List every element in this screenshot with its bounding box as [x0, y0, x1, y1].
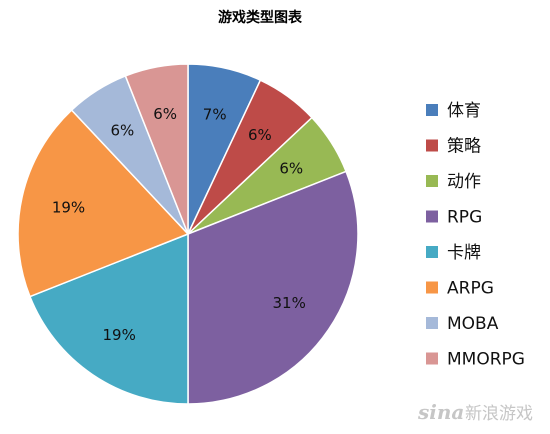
pie-slice-4	[187, 170, 359, 405]
pie-slice-8	[124, 63, 189, 235]
legend-swatch-7	[426, 317, 438, 329]
slice-label-2: 6%	[248, 126, 272, 144]
sina-logo-text: sina	[417, 400, 464, 424]
slice-label-1: 7%	[203, 106, 227, 124]
slice-label-4: 31%	[273, 294, 306, 312]
legend-label-2: 策略	[447, 137, 481, 157]
legend-swatch-2	[426, 139, 438, 152]
legend-swatch-6	[426, 281, 438, 294]
slice-label-7: 6%	[111, 122, 135, 140]
chart-title: 游戏类型图表	[218, 9, 303, 26]
pie-slice-5	[28, 232, 189, 405]
legend-swatch-3	[426, 175, 438, 187]
legend-label-1: 体育	[447, 101, 481, 121]
legend-label-4: RPG	[447, 208, 482, 228]
slice-label-3: 6%	[279, 159, 303, 177]
slice-label-5: 19%	[103, 326, 136, 344]
legend-swatch-5	[426, 246, 438, 258]
pie-slice-6	[17, 109, 190, 298]
legend-swatch-8	[426, 352, 438, 365]
legend-label-6: ARPG	[447, 279, 494, 299]
pie-slice-labels: 7% 6% 6% 31% 19% 19% 6% 6%	[52, 105, 306, 344]
slice-label-8: 6%	[153, 105, 177, 123]
legend-label-3: 动作	[447, 172, 481, 192]
watermark: sina 新浪游戏	[417, 400, 533, 424]
slice-label-6: 19%	[52, 198, 85, 216]
watermark-text: 新浪游戏	[465, 404, 533, 424]
legend-label-8: MMORPG	[447, 350, 525, 370]
pie-slices	[17, 63, 359, 405]
legend-swatch-4	[426, 210, 438, 223]
legend-label-7: MOBA	[447, 314, 499, 334]
legend-label-5: 卡牌	[447, 243, 481, 263]
legend-swatch-1	[426, 104, 438, 116]
